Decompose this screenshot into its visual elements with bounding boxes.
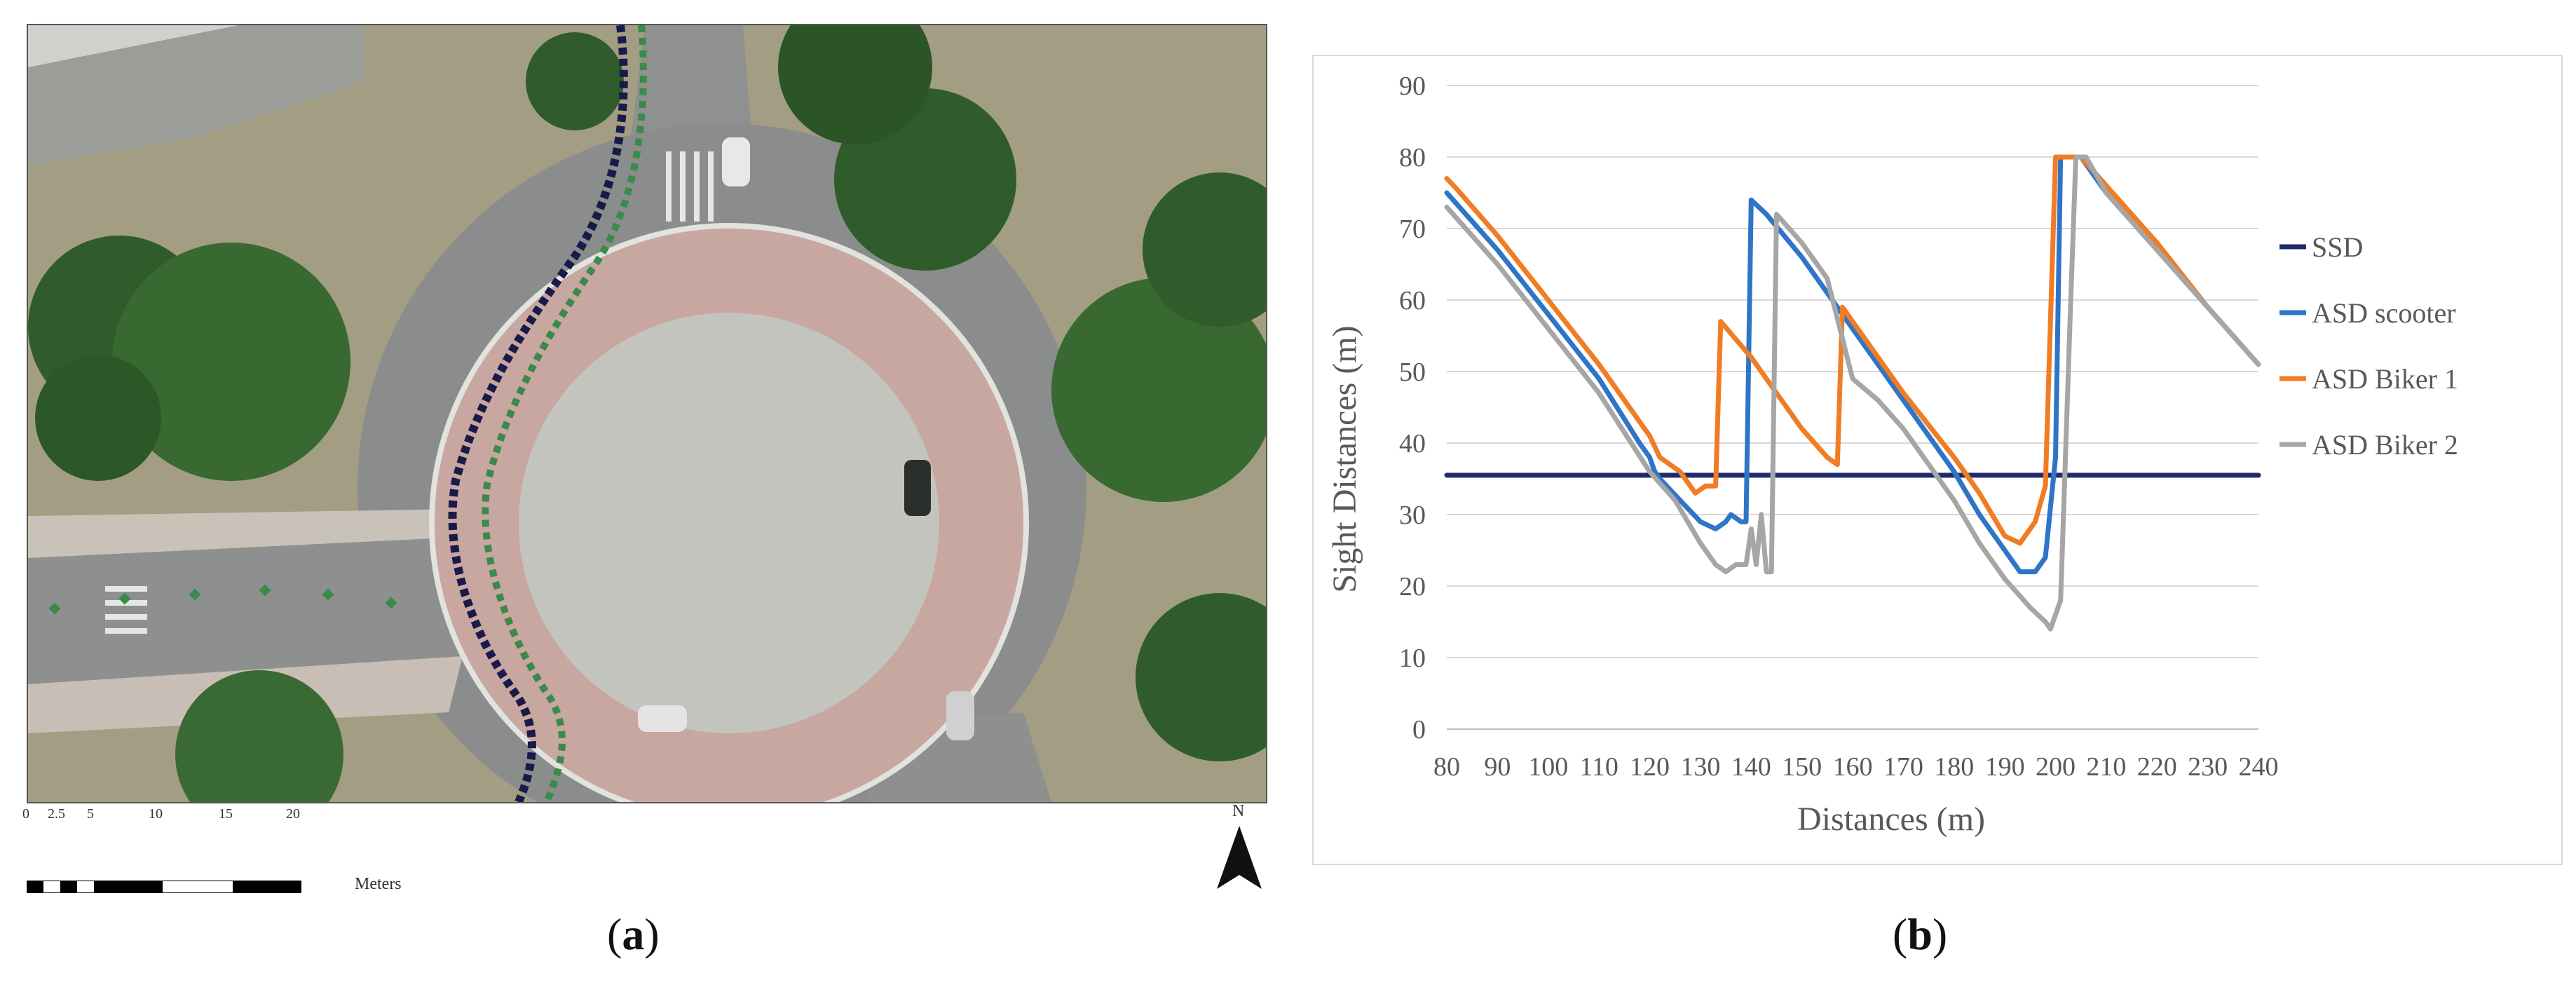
legend-label: ASD Biker 2 (2312, 429, 2458, 461)
chart-panel: 0 10 20 30 40 50 60 70 80 90 80 90 100 110 120 130 140 1… (1312, 55, 2563, 865)
x-tick-label: 210 (2086, 752, 2126, 782)
car (946, 691, 974, 740)
x-tick-label: 240 (2239, 752, 2279, 782)
scale-bar (27, 881, 301, 893)
panel-letter-a: a (622, 909, 645, 959)
x-tick-label: 200 (2036, 752, 2076, 782)
road-west (28, 537, 463, 684)
scale-tick-label: 10 (149, 806, 163, 822)
x-tick-label: 120 (1630, 752, 1670, 782)
scale-tick-label: 2.5 (48, 806, 65, 822)
crosswalk-north (666, 151, 714, 222)
car (638, 705, 687, 732)
series-lines (1444, 154, 2261, 632)
road-top-left (28, 25, 364, 165)
y-tick-label: 30 (1399, 501, 1426, 530)
y-tick-labels: 0 10 20 30 40 50 60 70 80 90 (1399, 72, 1426, 745)
x-axis-title: Distances (m) (1797, 801, 1985, 838)
x-tick-label: 110 (1579, 752, 1618, 782)
trajectory-points-west (48, 584, 397, 615)
x-tick-label: 140 (1731, 752, 1771, 782)
x-tick-label: 150 (1782, 752, 1822, 782)
sidewalk-west (28, 509, 463, 558)
x-tick-label: 230 (2188, 752, 2228, 782)
series-line-asd-biker-2 (1444, 154, 2261, 632)
series-line-asd-biker-1 (1444, 154, 2261, 546)
scale-tick-label: 15 (219, 806, 233, 822)
y-tick-label: 40 (1399, 429, 1426, 458)
pavement-top-left (28, 25, 238, 67)
car (904, 460, 931, 516)
scale-bar-labels: 0 2.5 5 10 15 20 (22, 806, 373, 834)
legend-label: ASD Biker 1 (2312, 363, 2458, 395)
north-arrow-icon (1217, 826, 1262, 889)
panel-caption-b: (b) (1893, 909, 1948, 959)
scale-unit-label: Meters (355, 875, 402, 893)
tree (778, 25, 932, 144)
aerial-map-graphic (28, 25, 1266, 802)
y-tick-label: 50 (1399, 358, 1426, 387)
x-tick-labels: 80 90 100 110 120 130 140 150 160 170 180 190 200 210… (1433, 752, 2279, 782)
x-tick-label: 160 (1833, 752, 1873, 782)
island-curb (429, 223, 1029, 802)
y-tick-label: 20 (1399, 572, 1426, 602)
island-center (519, 313, 939, 733)
scale-tick-label: 20 (286, 806, 300, 822)
aerial-map (27, 24, 1267, 803)
x-tick-label: 190 (1985, 752, 2025, 782)
y-tick-label: 10 (1399, 644, 1426, 673)
series-line-asd-scooter (1444, 154, 2261, 575)
tree (1051, 278, 1266, 502)
scale-tick-label: 0 (22, 806, 29, 822)
trajectory-green (482, 25, 647, 802)
panel-caption-a: (a) (607, 909, 660, 959)
y-tick-label: 0 (1412, 715, 1426, 745)
y-tick-label: 80 (1399, 143, 1426, 172)
x-tick-label: 90 (1484, 752, 1511, 782)
line-chart: 0 10 20 30 40 50 60 70 80 90 80 90 100 110 120 130 140 1… (1326, 72, 2458, 838)
tree (112, 243, 350, 481)
north-label: N (1232, 802, 1245, 820)
x-tick-label: 80 (1433, 752, 1460, 782)
car (722, 137, 750, 186)
trajectory-dark (448, 25, 628, 802)
tree (526, 32, 624, 130)
tree (1136, 593, 1266, 761)
tree (175, 670, 343, 802)
tree (1143, 172, 1266, 327)
y-tick-label: 90 (1399, 72, 1426, 101)
legend: SSD ASD scooter ASD Biker 1 ASD Biker 2 (2279, 231, 2458, 461)
scale-tick-label: 5 (87, 806, 94, 822)
legend-label: SSD (2312, 231, 2363, 263)
x-tick-label: 170 (1883, 752, 1923, 782)
x-tick-label: 220 (2137, 752, 2177, 782)
y-tick-label: 60 (1399, 286, 1426, 315)
grid (1447, 85, 2258, 730)
panel-letter-b: b (1907, 909, 1933, 959)
y-tick-label: 70 (1399, 215, 1426, 244)
tree (35, 355, 161, 481)
x-tick-label: 100 (1528, 752, 1568, 782)
x-tick-label: 180 (1934, 752, 1974, 782)
legend-label: ASD scooter (2312, 297, 2456, 329)
x-tick-label: 130 (1680, 752, 1720, 782)
y-axis-title: Sight Distances (m) (1326, 325, 1363, 592)
